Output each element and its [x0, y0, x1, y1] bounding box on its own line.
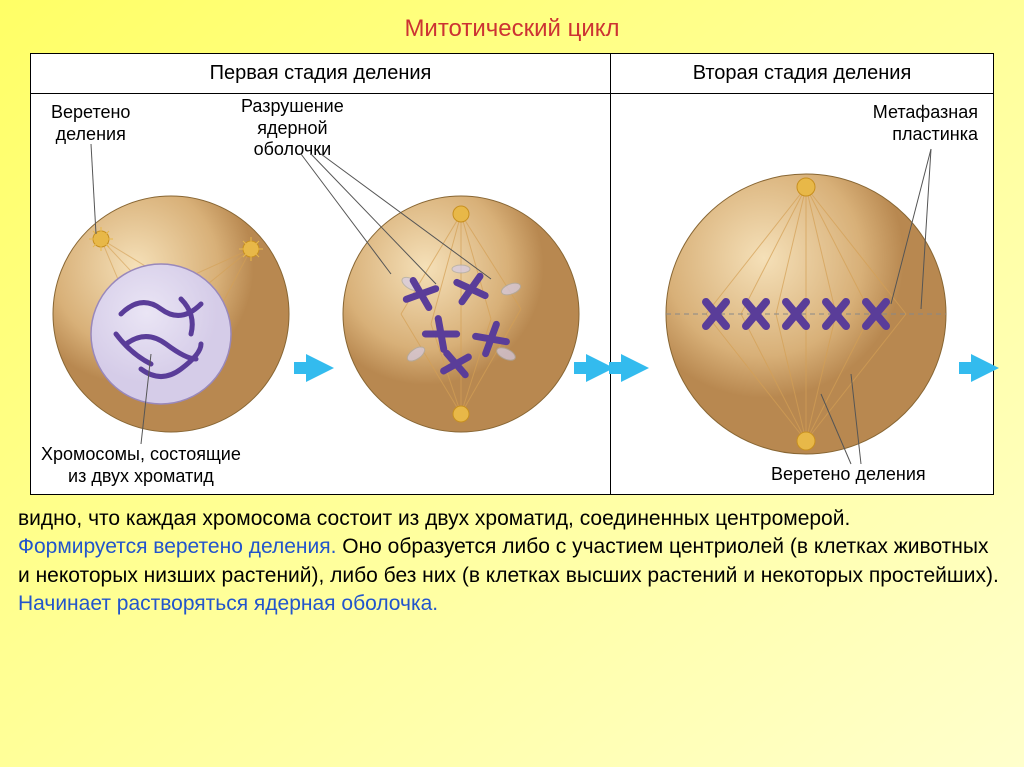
- caption-p1: видно, что каждая хромосома состоит из д…: [18, 507, 850, 530]
- label-spindle-2: Веретено деления: [771, 464, 926, 486]
- diagram-container: Первая стадия деления Веретено деления Р…: [30, 53, 994, 495]
- panel-stage-1: Первая стадия деления Веретено деления Р…: [31, 54, 611, 494]
- cell-prophase: [51, 194, 291, 434]
- label-chromosomes: Хромосомы, состоящие из двух хроматид: [41, 444, 241, 487]
- arrow-icon: [621, 354, 649, 382]
- panel1-header: Первая стадия деления: [31, 54, 610, 94]
- cell-prometaphase: [341, 194, 581, 434]
- arrow-icon: [971, 354, 999, 382]
- cell-metaphase: [661, 169, 951, 459]
- panel2-body: Метафазная пластинка Веретено деления: [611, 94, 993, 494]
- page-title: Митотический цикл: [0, 0, 1024, 53]
- arrow-icon: [306, 354, 334, 382]
- label-metaphase-plate: Метафазная пластинка: [873, 102, 978, 145]
- panel1-body: Веретено деления Разрушение ядерной обол…: [31, 94, 610, 494]
- caption-p2-highlight: Формируется веретено деления.: [18, 535, 336, 558]
- caption-text: видно, что каждая хромосома состоит из д…: [18, 505, 1006, 618]
- panel2-header: Вторая стадия деления: [611, 54, 993, 94]
- label-spindle-1: Веретено деления: [51, 102, 130, 145]
- caption-p3-highlight: Начинает растворяться ядерная оболочка.: [18, 592, 438, 615]
- panel-stage-2: Вторая стадия деления Метафазная пластин…: [611, 54, 993, 494]
- label-nuclear-breakdown: Разрушение ядерной оболочки: [241, 96, 344, 161]
